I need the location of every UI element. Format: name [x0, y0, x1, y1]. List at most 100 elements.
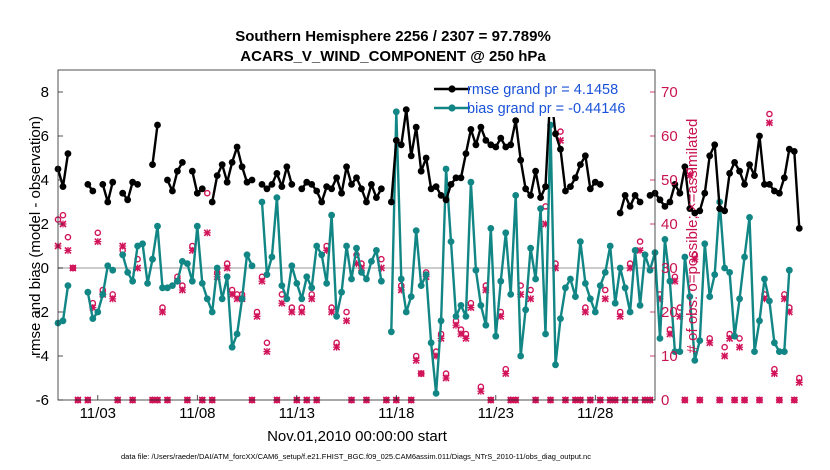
rmse-point — [552, 130, 559, 138]
bias-point — [771, 339, 778, 347]
rmse-point — [84, 181, 92, 188]
bias-point — [775, 348, 783, 355]
y-tick-label: 8 — [41, 84, 49, 101]
rmse-point — [233, 143, 241, 151]
rmse-point — [238, 163, 246, 171]
bias-point — [507, 291, 515, 298]
rmse-point — [333, 174, 340, 182]
bias-point — [741, 253, 748, 261]
rmse-point — [392, 137, 400, 144]
obs-assimilated-marker — [626, 264, 634, 272]
rmse-point — [457, 174, 465, 182]
rmse-point — [198, 185, 206, 193]
bias-point — [94, 308, 102, 316]
y-right-tick-label: 20 — [661, 304, 678, 321]
bias-point — [586, 295, 594, 303]
rmse-point — [174, 167, 181, 175]
bias-point — [183, 260, 191, 267]
y-tick-label: 0 — [41, 260, 49, 277]
y-axis-label-right: # of obs: o=possible; ×=assimilated — [684, 119, 701, 354]
rmse-point — [193, 189, 201, 197]
obs-assimilated-marker — [223, 264, 231, 272]
obs-assimilated-marker — [342, 317, 351, 325]
rmse-point — [59, 183, 67, 191]
bias-point — [328, 211, 336, 219]
obs-assimilated-marker — [686, 172, 694, 180]
bias-point — [572, 293, 579, 300]
legend-rmse-marker — [448, 85, 456, 93]
bias-point — [676, 348, 684, 355]
rmse-point — [736, 167, 743, 175]
bias-point — [601, 269, 609, 276]
obs-assimilated-marker — [308, 295, 316, 303]
bias-point — [517, 352, 525, 360]
x-tick-label: 11/13 — [279, 405, 315, 422]
rmse-point — [437, 192, 445, 199]
obs-assimilated-marker — [178, 286, 186, 294]
rmse-point — [492, 143, 500, 151]
bias-point — [198, 280, 206, 287]
rmse-point — [621, 192, 629, 199]
rmse-point — [766, 181, 773, 188]
y-tick-label: 4 — [41, 172, 49, 189]
rmse-point — [711, 141, 719, 149]
bias-point — [780, 348, 788, 355]
bias-point — [258, 198, 266, 206]
obs-assimilated-marker — [636, 246, 644, 254]
rmse-point — [626, 203, 634, 210]
rmse-point — [581, 152, 589, 160]
rmse-point — [263, 185, 271, 193]
bias-point — [333, 313, 340, 320]
chart-subtitle: ACARS_V_WIND_COMPONENT @ 250 hPa — [240, 48, 546, 65]
bias-point — [562, 284, 569, 292]
bias-point — [701, 240, 709, 248]
rmse-point — [751, 172, 758, 180]
rmse-point — [775, 189, 783, 197]
bias-point — [64, 282, 72, 289]
bias-point — [368, 258, 375, 265]
bias-point — [392, 108, 400, 116]
obs-assimilated-marker — [502, 370, 510, 378]
bias-point — [268, 253, 276, 261]
bias-point — [288, 262, 296, 270]
bias-point — [751, 348, 758, 355]
rmse-point — [178, 159, 186, 166]
bias-point — [422, 271, 430, 278]
bias-point — [208, 308, 216, 316]
x-tick-label: 11/23 — [478, 405, 514, 422]
obs-possible-marker — [64, 233, 72, 241]
rmse-point — [681, 163, 689, 171]
bias-point — [174, 277, 181, 285]
bias-point — [228, 343, 236, 351]
obs-assimilated-marker — [417, 370, 425, 378]
rmse-point — [228, 159, 236, 166]
rmse-point — [432, 183, 440, 191]
rmse-point — [273, 170, 281, 177]
bias-point — [318, 251, 326, 259]
bias-point — [611, 299, 619, 307]
obs-assimilated-marker — [666, 330, 674, 338]
bias-point — [666, 277, 674, 285]
legend-rmse-label: rmse grand pr = 4.1458 — [467, 82, 618, 98]
bias-point — [348, 275, 355, 283]
rmse-point — [532, 167, 539, 175]
rmse-point — [780, 174, 788, 182]
bias-point — [417, 282, 425, 289]
rmse-point — [377, 185, 385, 193]
bias-point — [502, 229, 510, 237]
bias-point — [452, 313, 460, 320]
obs-assimilated-marker — [731, 396, 739, 404]
obs-possible-marker — [59, 211, 67, 219]
obs-assimilated-marker — [736, 343, 744, 351]
obs-assimilated-marker — [706, 339, 714, 347]
bias-point — [218, 295, 226, 303]
obs-assimilated-marker — [452, 321, 460, 329]
obs-assimilated-marker — [263, 348, 271, 356]
plot-layer — [54, 86, 803, 404]
plot-area — [58, 70, 655, 400]
rmse-point — [387, 198, 395, 206]
rmse-point — [258, 181, 266, 188]
bias-point — [542, 330, 549, 338]
rmse-point — [562, 187, 569, 195]
rmse-point — [268, 181, 276, 188]
